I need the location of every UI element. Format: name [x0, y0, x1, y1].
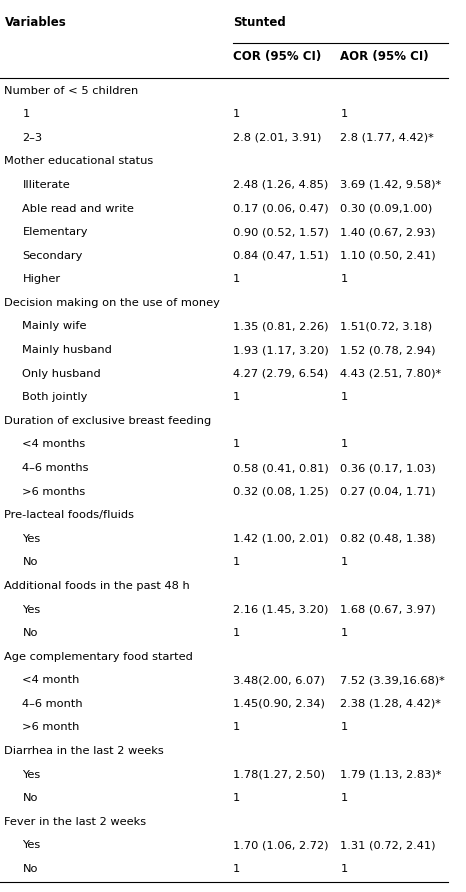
Text: 0.90 (0.52, 1.57): 0.90 (0.52, 1.57): [233, 227, 329, 237]
Text: Both jointly: Both jointly: [22, 392, 88, 402]
Text: 1.45(0.90, 2.34): 1.45(0.90, 2.34): [233, 698, 325, 709]
Text: 3.48(2.00, 6.07): 3.48(2.00, 6.07): [233, 675, 325, 685]
Text: Diarrhea in the last 2 weeks: Diarrhea in the last 2 weeks: [5, 746, 164, 756]
Text: 1.40 (0.67, 2.93): 1.40 (0.67, 2.93): [341, 227, 436, 237]
Text: 1: 1: [233, 723, 240, 732]
Text: 0.32 (0.08, 1.25): 0.32 (0.08, 1.25): [233, 487, 329, 497]
Text: 1: 1: [22, 109, 30, 120]
Text: 1: 1: [341, 864, 348, 874]
Text: 4–6 months: 4–6 months: [22, 463, 89, 473]
Text: COR (95% CI): COR (95% CI): [233, 50, 321, 63]
Text: 1.52 (0.78, 2.94): 1.52 (0.78, 2.94): [341, 345, 436, 355]
Text: 1.31 (0.72, 2.41): 1.31 (0.72, 2.41): [341, 840, 436, 850]
Text: 1: 1: [341, 440, 348, 450]
Text: Stunted: Stunted: [233, 16, 286, 29]
Text: No: No: [22, 793, 38, 803]
Text: Pre-lacteal foods/fluids: Pre-lacteal foods/fluids: [5, 510, 135, 520]
Text: 1: 1: [233, 275, 240, 285]
Text: No: No: [22, 558, 38, 567]
Text: 1: 1: [341, 793, 348, 803]
Text: 0.84 (0.47, 1.51): 0.84 (0.47, 1.51): [233, 251, 329, 260]
Text: >6 month: >6 month: [22, 723, 80, 732]
Text: 1.35 (0.81, 2.26): 1.35 (0.81, 2.26): [233, 321, 329, 332]
Text: 1: 1: [233, 392, 240, 402]
Text: Able read and write: Able read and write: [22, 203, 134, 213]
Text: 0.30 (0.09,1.00): 0.30 (0.09,1.00): [341, 203, 432, 213]
Text: 3.69 (1.42, 9.58)*: 3.69 (1.42, 9.58)*: [341, 180, 442, 190]
Text: Number of < 5 children: Number of < 5 children: [5, 86, 139, 95]
Text: 1: 1: [341, 558, 348, 567]
Text: 1.93 (1.17, 3.20): 1.93 (1.17, 3.20): [233, 345, 329, 355]
Text: Yes: Yes: [22, 605, 41, 615]
Text: 4–6 month: 4–6 month: [22, 698, 83, 709]
Text: <4 month: <4 month: [22, 675, 80, 685]
Text: 1: 1: [233, 440, 240, 450]
Text: 7.52 (3.39,16.68)*: 7.52 (3.39,16.68)*: [341, 675, 445, 685]
Text: 0.17 (0.06, 0.47): 0.17 (0.06, 0.47): [233, 203, 329, 213]
Text: 2.8 (1.77, 4.42)*: 2.8 (1.77, 4.42)*: [341, 133, 434, 143]
Text: 1.42 (1.00, 2.01): 1.42 (1.00, 2.01): [233, 533, 329, 544]
Text: No: No: [22, 864, 38, 874]
Text: 1.10 (0.50, 2.41): 1.10 (0.50, 2.41): [341, 251, 436, 260]
Text: Age complementary food started: Age complementary food started: [5, 652, 193, 662]
Text: Duration of exclusive breast feeding: Duration of exclusive breast feeding: [5, 416, 212, 425]
Text: 0.27 (0.04, 1.71): 0.27 (0.04, 1.71): [341, 487, 436, 497]
Text: Decision making on the use of money: Decision making on the use of money: [5, 298, 220, 308]
Text: Mother educational status: Mother educational status: [5, 156, 154, 167]
Text: Yes: Yes: [22, 533, 41, 544]
Text: AOR (95% CI): AOR (95% CI): [341, 50, 429, 63]
Text: 4.27 (2.79, 6.54): 4.27 (2.79, 6.54): [233, 368, 328, 379]
Text: 2.16 (1.45, 3.20): 2.16 (1.45, 3.20): [233, 605, 328, 615]
Text: 0.36 (0.17, 1.03): 0.36 (0.17, 1.03): [341, 463, 436, 473]
Text: 1: 1: [233, 793, 240, 803]
Text: 1: 1: [341, 628, 348, 638]
Text: Variables: Variables: [5, 16, 66, 29]
Text: Yes: Yes: [22, 840, 41, 850]
Text: 1: 1: [341, 109, 348, 120]
Text: Mainly husband: Mainly husband: [22, 345, 112, 355]
Text: 4.43 (2.51, 7.80)*: 4.43 (2.51, 7.80)*: [341, 368, 442, 379]
Text: 2.48 (1.26, 4.85): 2.48 (1.26, 4.85): [233, 180, 328, 190]
Text: 2.8 (2.01, 3.91): 2.8 (2.01, 3.91): [233, 133, 321, 143]
Text: Additional foods in the past 48 h: Additional foods in the past 48 h: [5, 581, 190, 591]
Text: 2.38 (1.28, 4.42)*: 2.38 (1.28, 4.42)*: [341, 698, 441, 709]
Text: 1.78(1.27, 2.50): 1.78(1.27, 2.50): [233, 770, 325, 780]
Text: Elementary: Elementary: [22, 227, 88, 237]
Text: 1: 1: [341, 275, 348, 285]
Text: <4 months: <4 months: [22, 440, 86, 450]
Text: 1: 1: [233, 558, 240, 567]
Text: 1: 1: [233, 628, 240, 638]
Text: Secondary: Secondary: [22, 251, 83, 260]
Text: 1.79 (1.13, 2.83)*: 1.79 (1.13, 2.83)*: [341, 770, 442, 780]
Text: Only husband: Only husband: [22, 368, 101, 379]
Text: No: No: [22, 628, 38, 638]
Text: 1: 1: [233, 109, 240, 120]
Text: >6 months: >6 months: [22, 487, 86, 497]
Text: Illiterate: Illiterate: [22, 180, 70, 190]
Text: Mainly wife: Mainly wife: [22, 321, 87, 332]
Text: Yes: Yes: [22, 770, 41, 780]
Text: 1: 1: [233, 864, 240, 874]
Text: 1.68 (0.67, 3.97): 1.68 (0.67, 3.97): [341, 605, 436, 615]
Text: 0.82 (0.48, 1.38): 0.82 (0.48, 1.38): [341, 533, 436, 544]
Text: 2–3: 2–3: [22, 133, 42, 143]
Text: 1: 1: [341, 723, 348, 732]
Text: 1.70 (1.06, 2.72): 1.70 (1.06, 2.72): [233, 840, 329, 850]
Text: 1: 1: [341, 392, 348, 402]
Text: 1.51(0.72, 3.18): 1.51(0.72, 3.18): [341, 321, 432, 332]
Text: 0.58 (0.41, 0.81): 0.58 (0.41, 0.81): [233, 463, 329, 473]
Text: Fever in the last 2 weeks: Fever in the last 2 weeks: [5, 817, 147, 827]
Text: Higher: Higher: [22, 275, 61, 285]
